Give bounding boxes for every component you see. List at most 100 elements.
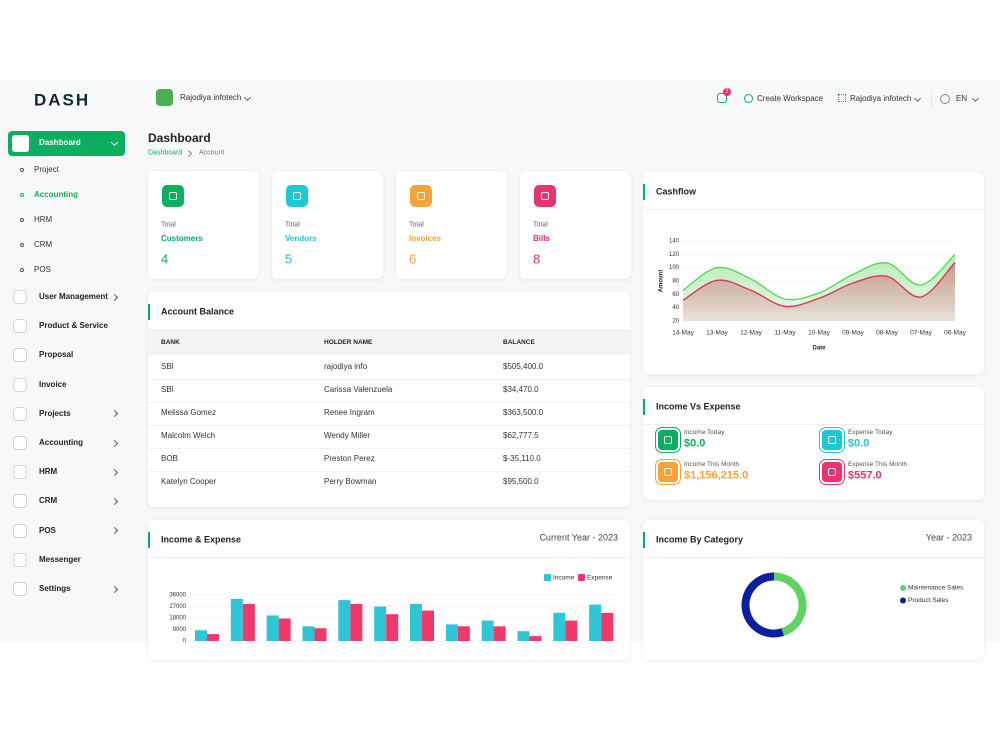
sidebar-icon: [13, 290, 27, 304]
summary-icon-glyph: [664, 436, 672, 444]
x-tick-label: 09-May: [842, 330, 864, 337]
sidebar-icon: [13, 319, 27, 334]
card-divider: [148, 329, 630, 330]
y-tick-label: 18000: [169, 616, 186, 622]
submenu-item[interactable]: Project: [34, 165, 59, 174]
bar: [230, 598, 243, 641]
sidebar-icon: [13, 436, 27, 450]
sidebar-icon: [13, 552, 27, 567]
brand-logo: DASH: [34, 90, 91, 110]
summary-label: Income Today: [684, 428, 725, 436]
table-row-divider: [148, 470, 630, 472]
submenu-item[interactable]: POS: [34, 265, 51, 274]
sidebar-item[interactable]: Proposal: [39, 350, 74, 360]
summary-value: $0.0: [848, 437, 870, 450]
y-tick-label: 80: [672, 279, 679, 285]
stat-icon-glyph: [169, 192, 177, 200]
table-cell: $505,400.0: [503, 362, 544, 371]
company-icon: [838, 94, 846, 102]
submenu-item[interactable]: HRM: [34, 215, 53, 224]
y-axis-label: Amount: [659, 270, 665, 293]
sidebar-item[interactable]: Messenger: [39, 554, 81, 564]
y-tick-label: 140: [669, 239, 680, 245]
table-cell: Renee Ingram: [324, 408, 375, 417]
breadcrumb[interactable]: Dashboard: [148, 149, 183, 157]
bar: [338, 600, 351, 641]
bar: [553, 612, 566, 641]
stat-value: 6: [409, 251, 417, 267]
sidebar-icon: [13, 377, 27, 392]
legend-label: Product Sales: [908, 597, 949, 604]
create-workspace[interactable]: Create Workspace: [757, 94, 824, 103]
submenu-item[interactable]: CRM: [34, 240, 53, 249]
sidebar-item[interactable]: Product & Service: [39, 321, 108, 331]
table-row-divider: [148, 401, 630, 403]
sidebar-icon: [13, 348, 27, 363]
submenu-dot: [20, 268, 24, 272]
y-tick-label: 100: [669, 265, 680, 271]
stat-icon: [286, 185, 308, 207]
table-row-divider: [148, 447, 630, 449]
legend-swatch: [578, 574, 585, 581]
sidebar-item[interactable]: User Management: [39, 292, 108, 301]
sidebar-item[interactable]: CRM: [39, 496, 58, 506]
table-cell: SBI: [161, 385, 174, 394]
stat-label: Invoices: [409, 234, 442, 243]
bar: [457, 626, 470, 641]
card-title: Income By Category: [656, 534, 744, 545]
legend-swatch: [900, 597, 906, 604]
legend-label: Expense: [587, 575, 613, 582]
card-title: Cashflow: [656, 186, 697, 197]
sidebar-icon: [13, 465, 27, 480]
summary-icon: [656, 428, 680, 452]
sidebar-icon: [13, 406, 27, 421]
y-tick-label: 36000: [169, 593, 186, 599]
notification-icon: [717, 93, 727, 103]
workspace-name[interactable]: Rajodiya infotech: [180, 93, 242, 102]
sidebar-item[interactable]: POS: [39, 525, 56, 535]
y-tick-label: 120: [669, 252, 680, 258]
sidebar-item[interactable]: Accounting: [39, 438, 83, 447]
stat-label: Customers: [161, 234, 203, 243]
submenu-item[interactable]: Accounting: [34, 190, 78, 199]
x-tick-label: 10-May: [808, 330, 830, 337]
summary-icon: [656, 460, 680, 484]
table-cell: $-35,110.0: [503, 454, 541, 463]
card-title-bar: [643, 184, 645, 200]
submenu-dot: [20, 193, 24, 197]
bar: [493, 626, 506, 641]
card-divider: [643, 424, 984, 425]
table-cell: Melissa Gomez: [161, 408, 217, 417]
table-cell: Katelyn Cooper: [161, 477, 217, 486]
company-name[interactable]: Rajodiya infotech: [850, 94, 912, 103]
sidebar-item[interactable]: Dashboard: [39, 138, 81, 147]
y-tick-label: 9000: [173, 627, 187, 633]
table-cell: $34,470.0: [503, 385, 539, 394]
language-icon: [940, 94, 950, 104]
stat-value: 5: [285, 251, 293, 267]
sidebar-item[interactable]: Settings: [39, 584, 71, 593]
sidebar-item[interactable]: Invoice: [39, 379, 67, 389]
stat-icon: [534, 185, 556, 207]
breadcrumb: Account: [199, 149, 225, 157]
bar: [422, 610, 434, 641]
y-tick-label: 40: [672, 305, 679, 311]
donut-segment: [741, 572, 785, 638]
create-workspace-icon: [744, 94, 753, 103]
card-divider: [643, 557, 984, 558]
table-cell: Malcolm Welch: [161, 431, 216, 440]
bar: [565, 620, 578, 641]
bar: [410, 603, 422, 641]
sidebar-icon: [12, 135, 29, 152]
sidebar-item[interactable]: Projects: [39, 408, 71, 418]
language[interactable]: EN: [956, 94, 968, 103]
summary-value: $1,156,215.0: [684, 469, 749, 482]
stat-icon-glyph: [417, 192, 425, 200]
bar: [195, 630, 207, 641]
sidebar-item[interactable]: HRM: [39, 467, 58, 477]
bar: [314, 628, 327, 641]
summary-value: $0.0: [684, 437, 706, 450]
table-row-divider: [148, 378, 630, 380]
card-divider: [148, 557, 630, 558]
card: [643, 520, 984, 660]
